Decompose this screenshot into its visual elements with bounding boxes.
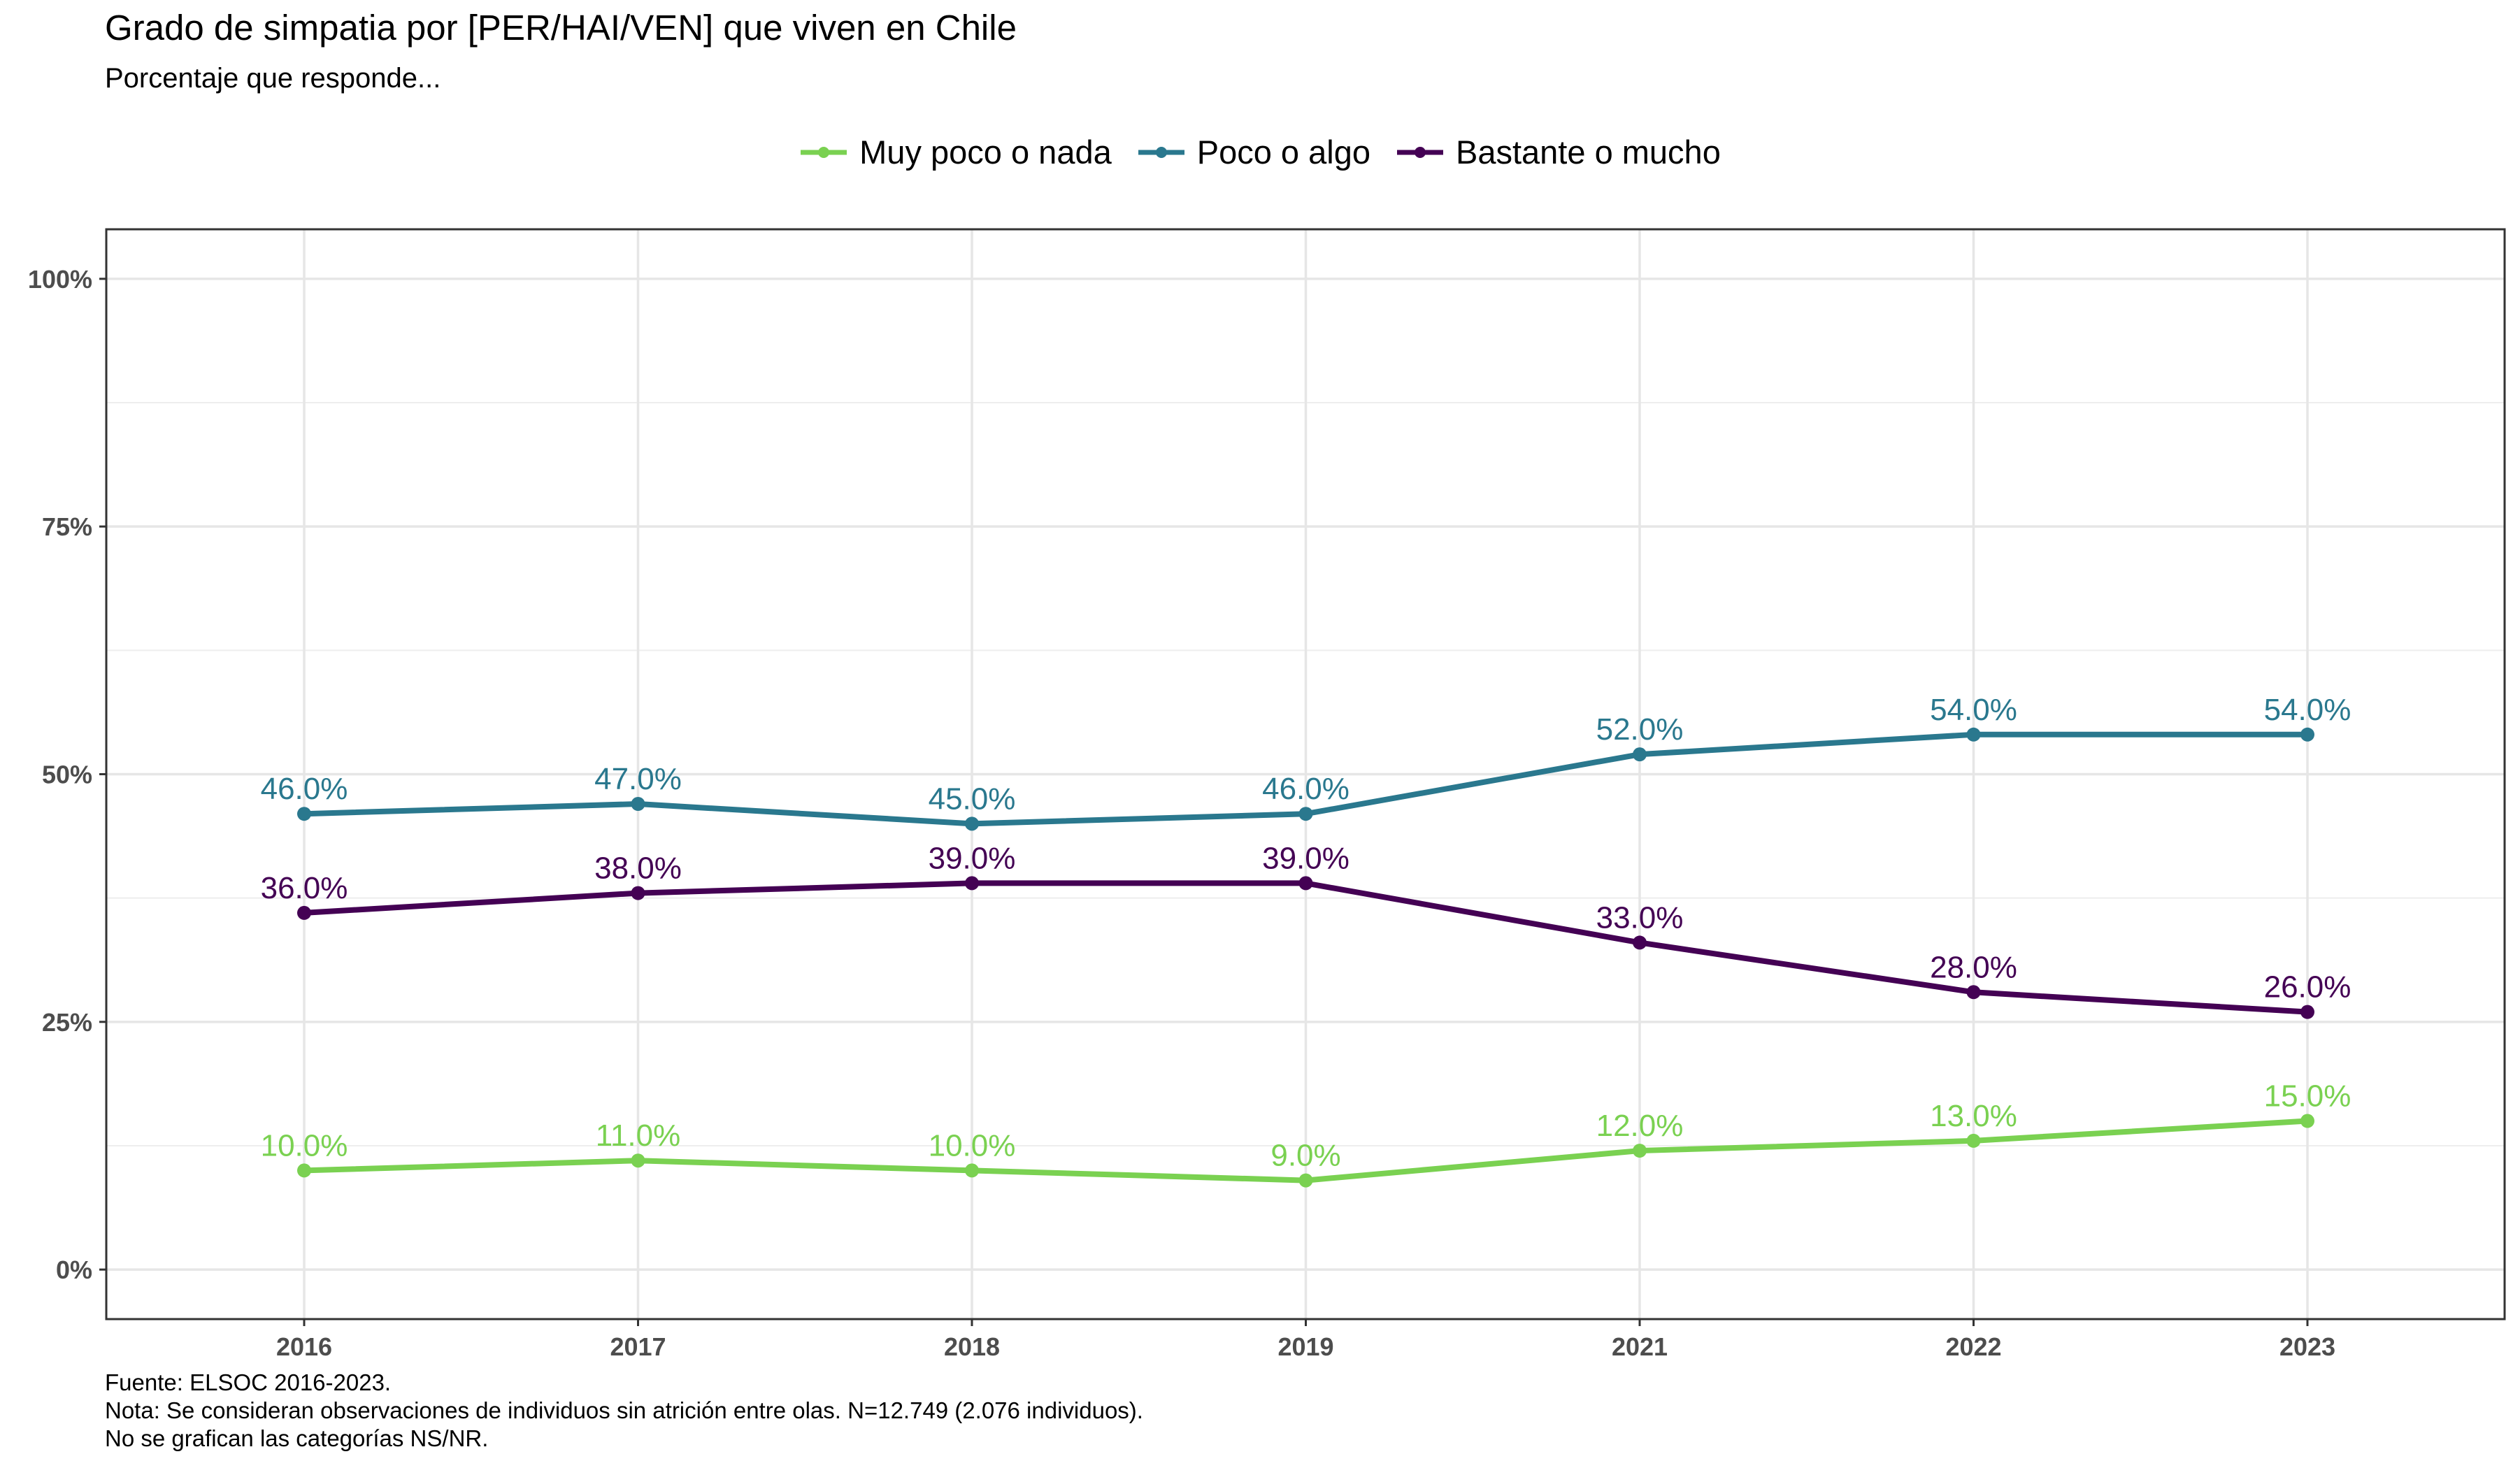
- data-label-poco-o-algo-2022: 54.0%: [1930, 693, 2017, 727]
- chart-title: Grado de simpatia por [PER/HAI/VEN] que …: [105, 8, 1017, 48]
- data-point-poco-o-algo-2018: [965, 816, 979, 831]
- x-tick-label-2: 2018: [944, 1332, 1000, 1361]
- data-label-bastante-o-mucho-2017: 38.0%: [594, 851, 682, 886]
- data-point-muy-poco-o-nada-2018: [965, 1163, 979, 1178]
- data-point-bastante-o-mucho-2018: [965, 876, 979, 891]
- legend-item-bastante: Bastante o mucho: [1396, 133, 1721, 171]
- data-point-bastante-o-mucho-2023: [2300, 1005, 2314, 1019]
- y-tick-label-2: 50%: [42, 761, 92, 789]
- data-point-poco-o-algo-2019: [1298, 807, 1313, 821]
- data-label-poco-o-algo-2017: 47.0%: [594, 762, 682, 796]
- y-tick-label-0: 0%: [56, 1255, 92, 1284]
- x-tick-label-4: 2021: [1612, 1332, 1668, 1361]
- data-label-muy-poco-o-nada-2016: 10.0%: [261, 1128, 348, 1163]
- data-point-poco-o-algo-2021: [1633, 747, 1647, 762]
- legend-item-poco-algo: Poco o algo: [1137, 133, 1370, 171]
- legend-label-bastante: Bastante o mucho: [1455, 134, 1721, 171]
- x-tick-label-5: 2022: [1945, 1332, 2001, 1361]
- data-point-bastante-o-mucho-2019: [1298, 876, 1313, 891]
- data-label-bastante-o-mucho-2018: 39.0%: [929, 841, 1016, 875]
- data-point-poco-o-algo-2017: [631, 797, 645, 812]
- data-label-poco-o-algo-2018: 45.0%: [929, 782, 1016, 816]
- data-point-bastante-o-mucho-2022: [1966, 985, 1981, 1000]
- x-tick-label-0: 2016: [276, 1332, 332, 1361]
- data-point-bastante-o-mucho-2021: [1633, 935, 1647, 950]
- legend-label-poco-algo: Poco o algo: [1196, 134, 1370, 171]
- y-tick-label-3: 75%: [42, 512, 92, 541]
- data-label-muy-poco-o-nada-2017: 11.0%: [596, 1118, 681, 1153]
- data-point-bastante-o-mucho-2017: [631, 886, 645, 900]
- data-point-muy-poco-o-nada-2016: [297, 1163, 311, 1178]
- data-label-bastante-o-mucho-2016: 36.0%: [261, 871, 348, 905]
- x-tick-label-1: 2017: [610, 1332, 666, 1361]
- data-label-bastante-o-mucho-2019: 39.0%: [1262, 841, 1350, 875]
- data-label-bastante-o-mucho-2021: 33.0%: [1596, 900, 1684, 935]
- legend-item-muy-poco: Muy poco o nada: [799, 133, 1112, 171]
- legend-key-poco-algo: [1138, 146, 1184, 158]
- y-tick-label-1: 25%: [42, 1008, 92, 1037]
- data-label-poco-o-algo-2021: 52.0%: [1596, 712, 1684, 747]
- legend-key-muy-poco: [801, 146, 847, 158]
- data-point-bastante-o-mucho-2016: [297, 905, 311, 920]
- caption-note: Nota: Se consideran observaciones de ind…: [105, 1397, 1143, 1423]
- legend: Muy poco o nada Poco o algo Bastante o m…: [0, 133, 2520, 171]
- x-tick-label-6: 2023: [2279, 1332, 2335, 1361]
- data-point-poco-o-algo-2022: [1966, 727, 1981, 742]
- caption-nsnr: No se grafican las categorías NS/NR.: [105, 1425, 489, 1451]
- legend-label-muy-poco: Muy poco o nada: [859, 134, 1112, 171]
- legend-key-bastante: [1396, 146, 1443, 158]
- data-label-muy-poco-o-nada-2018: 10.0%: [929, 1128, 1016, 1163]
- caption-source: Fuente: ELSOC 2016-2023.: [105, 1369, 392, 1395]
- x-tick-label-3: 2019: [1277, 1332, 1333, 1361]
- chart-subtitle: Porcentaje que responde...: [105, 63, 441, 94]
- data-label-poco-o-algo-2016: 46.0%: [261, 772, 348, 806]
- data-label-bastante-o-mucho-2023: 26.0%: [2264, 970, 2351, 1005]
- caption: Fuente: ELSOC 2016-2023. Nota: Se consid…: [105, 1369, 1143, 1453]
- data-point-poco-o-algo-2023: [2300, 727, 2314, 742]
- data-label-poco-o-algo-2023: 54.0%: [2264, 693, 2351, 727]
- data-point-muy-poco-o-nada-2017: [631, 1153, 645, 1168]
- data-point-muy-poco-o-nada-2022: [1966, 1133, 1981, 1148]
- data-label-muy-poco-o-nada-2022: 13.0%: [1930, 1099, 2017, 1133]
- data-label-bastante-o-mucho-2022: 28.0%: [1930, 950, 2017, 984]
- data-label-muy-poco-o-nada-2019: 9.0%: [1270, 1139, 1340, 1173]
- plot-border: [105, 228, 2506, 1321]
- data-label-muy-poco-o-nada-2023: 15.0%: [2264, 1079, 2351, 1114]
- data-point-poco-o-algo-2016: [297, 807, 311, 821]
- data-point-muy-poco-o-nada-2019: [1298, 1173, 1313, 1188]
- data-label-muy-poco-o-nada-2021: 12.0%: [1596, 1109, 1684, 1143]
- data-point-muy-poco-o-nada-2023: [2300, 1114, 2314, 1128]
- data-label-poco-o-algo-2019: 46.0%: [1262, 772, 1350, 806]
- data-point-muy-poco-o-nada-2021: [1633, 1144, 1647, 1158]
- y-tick-label-4: 100%: [28, 265, 92, 294]
